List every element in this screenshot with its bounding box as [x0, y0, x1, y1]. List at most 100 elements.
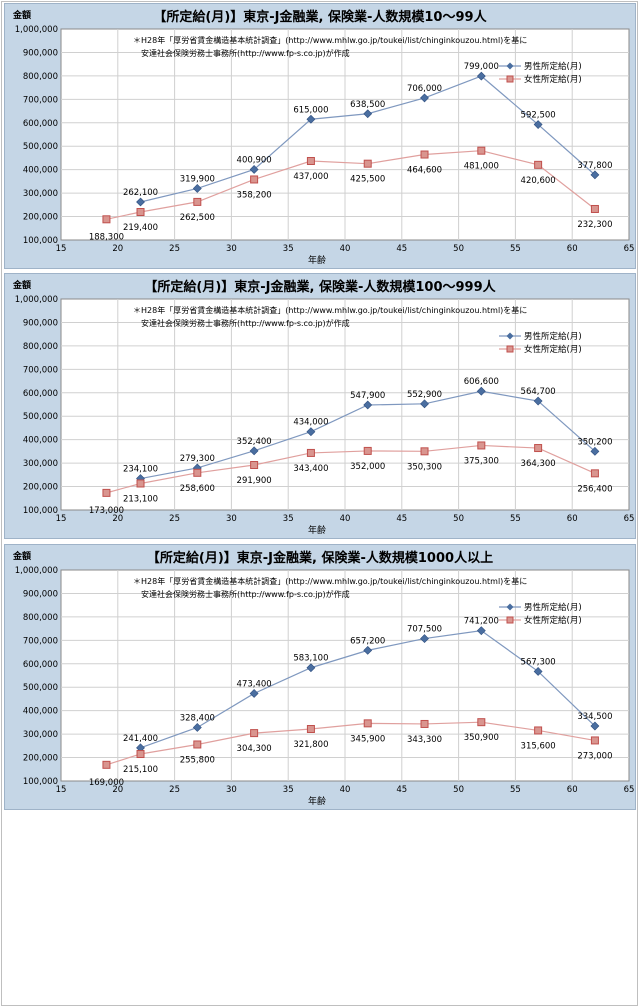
- y-tick-label: 200,000: [23, 483, 58, 493]
- x-tick-label: 40: [340, 244, 351, 254]
- y-tick-label: 500,000: [23, 683, 58, 693]
- data-point-male: [590, 446, 600, 456]
- data-label-male: 279,300: [180, 454, 215, 464]
- data-point-female: [250, 461, 259, 470]
- legend-label-female: 女性所定給(月): [524, 615, 582, 626]
- y-tick-label: 800,000: [23, 72, 58, 82]
- source-note-line-1: ＊H28年「厚労省賃金構造基本統計調査」(http://www.mhlw.go.…: [133, 35, 527, 45]
- y-tick-label: 200,000: [23, 754, 58, 764]
- data-point-male: [136, 197, 145, 207]
- data-point-male: [420, 399, 429, 409]
- legend-label-male: 男性所定給(月): [524, 331, 582, 342]
- data-point-female: [250, 729, 259, 738]
- data-point-male: [533, 667, 543, 676]
- x-tick-label: 35: [283, 514, 294, 524]
- data-point-male: [306, 114, 316, 124]
- x-tick-label: 50: [453, 244, 464, 254]
- data-label-female: 273,000: [577, 751, 612, 761]
- chart-2: 【所定給(月)】東京-J金融業, 保険業-人数規模100～999人 金額 100,0…: [12, 279, 634, 536]
- chart-panel-1: 【所定給(月)】東京-J金融業, 保険業-人数規模10～99人 金額 100,000…: [4, 3, 636, 269]
- data-label-male: 657,200: [350, 636, 385, 646]
- chart-3: 【所定給(月)】東京-J金融業, 保険業-人数規模1000人以上 金額 100,00…: [12, 550, 634, 807]
- data-label-female: 232,300: [577, 220, 612, 230]
- data-point-male: [306, 427, 316, 437]
- data-label-female: 255,800: [180, 755, 215, 765]
- x-tick-label: 45: [396, 244, 407, 254]
- data-point-female: [250, 175, 259, 184]
- x-axis-label: 年齢: [308, 254, 326, 266]
- data-point-female: [136, 750, 145, 759]
- legend-label-male: 男性所定給(月): [524, 61, 582, 72]
- data-label-female: 350,900: [464, 733, 499, 743]
- data-label-male: 707,500: [407, 625, 442, 635]
- legend-label-male: 男性所定給(月): [524, 602, 582, 613]
- source-note-line-2: 安達社会保険労務士事務所(http://www.fp-s.co.jp)が作成: [141, 48, 350, 58]
- y-tick-label: 900,000: [23, 589, 58, 599]
- x-tick-label: 30: [226, 244, 237, 254]
- y-tick-label: 800,000: [23, 613, 58, 623]
- data-label-female: 304,300: [237, 744, 272, 754]
- data-point-male: [420, 93, 429, 103]
- data-label-male: 606,600: [464, 377, 499, 387]
- data-label-female: 291,900: [237, 476, 272, 486]
- data-label-female: 256,400: [577, 484, 612, 494]
- data-point-female: [363, 719, 372, 728]
- x-tick-label: 35: [283, 785, 294, 795]
- data-label-male: 350,200: [577, 437, 612, 447]
- data-label-female: 352,000: [350, 462, 385, 472]
- x-tick-label: 25: [169, 244, 180, 254]
- data-label-male: 241,400: [123, 734, 158, 744]
- data-point-female: [590, 736, 599, 745]
- legend-label-female: 女性所定給(月): [524, 344, 582, 355]
- data-point-male: [420, 634, 429, 643]
- data-point-female: [420, 150, 429, 159]
- data-label-female: 425,500: [350, 175, 385, 185]
- data-label-male: 638,500: [350, 100, 385, 110]
- x-tick-label: 65: [624, 244, 635, 254]
- y-tick-label: 100,000: [23, 777, 58, 787]
- data-point-male: [249, 689, 259, 698]
- y-tick-label: 400,000: [23, 436, 58, 446]
- data-label-female: 343,400: [293, 464, 328, 474]
- x-tick-label: 55: [510, 785, 521, 795]
- x-tick-label: 25: [169, 785, 180, 795]
- data-label-female: 358,200: [237, 190, 272, 200]
- data-label-female: 345,900: [350, 734, 385, 744]
- data-point-female: [136, 208, 145, 217]
- source-note-line-1: ＊H28年「厚労省賃金構造基本統計調査」(http://www.mhlw.go.…: [133, 576, 527, 586]
- legend-marker-male: [506, 332, 514, 340]
- x-tick-label: 20: [112, 244, 123, 254]
- data-label-male: 547,900: [350, 391, 385, 401]
- x-tick-label: 50: [453, 785, 464, 795]
- y-tick-label: 500,000: [23, 142, 58, 152]
- x-tick-label: 55: [510, 514, 521, 524]
- series-line-female: [106, 444, 596, 494]
- chart-panel-3: 【所定給(月)】東京-J金融業, 保険業-人数規模1000人以上 金額 100,00…: [4, 544, 636, 810]
- y-tick-label: 1,000,000: [15, 295, 58, 305]
- x-tick-label: 45: [396, 514, 407, 524]
- data-point-female: [420, 719, 429, 728]
- series-line-female: [106, 721, 596, 766]
- y-tick-label: 900,000: [23, 318, 58, 328]
- legend-marker-male: [506, 603, 514, 611]
- y-tick-label: 400,000: [23, 707, 58, 717]
- data-point-female: [136, 479, 145, 488]
- y-tick-label: 200,000: [23, 213, 58, 223]
- y-tick-label: 600,000: [23, 389, 58, 399]
- data-point-male: [192, 184, 202, 193]
- data-label-male: 741,200: [464, 617, 499, 627]
- data-label-female: 464,600: [407, 166, 442, 176]
- data-label-male: 352,400: [237, 437, 272, 447]
- x-tick-label: 30: [226, 514, 237, 524]
- data-label-male: 262,100: [123, 188, 158, 198]
- data-point-male: [249, 446, 259, 456]
- data-point-male: [249, 165, 259, 174]
- y-tick-label: 1,000,000: [15, 566, 58, 576]
- data-point-male: [363, 400, 373, 410]
- x-tick-label: 60: [567, 244, 578, 254]
- x-tick-label: 20: [112, 785, 123, 795]
- data-point-male: [590, 721, 600, 731]
- data-point-female: [102, 760, 111, 769]
- data-label-female: 481,000: [464, 162, 499, 172]
- source-note-line-2: 安達社会保険労務士事務所(http://www.fp-s.co.jp)が作成: [141, 318, 350, 328]
